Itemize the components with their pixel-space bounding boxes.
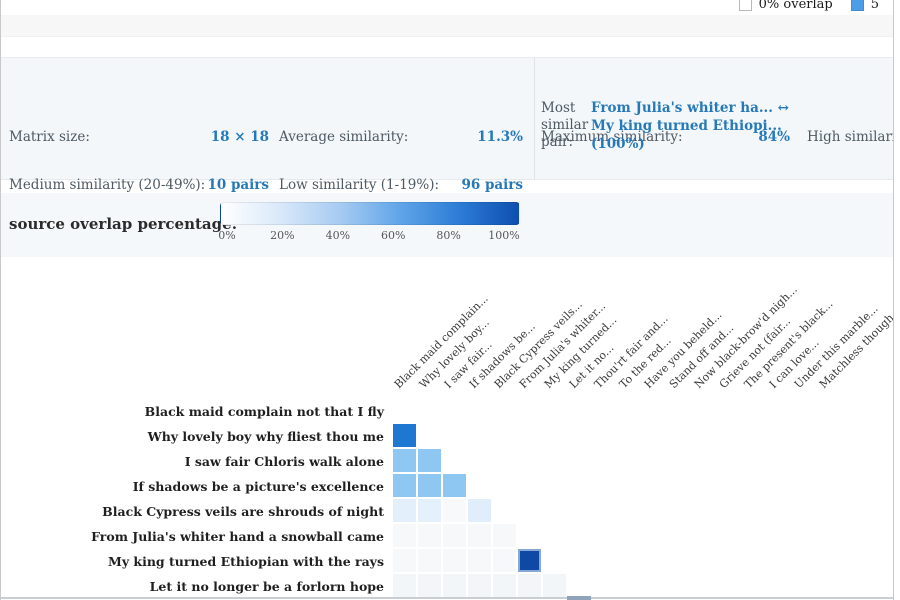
medium-similarity-label: Medium similarity (20-49%): [9, 177, 206, 193]
matrix-cell-r1-c0[interactable] [393, 424, 416, 447]
legend-swatch-icon [850, 0, 864, 11]
top-legend-item-1[interactable]: 5 [850, 0, 879, 12]
color-scale-gradient [220, 202, 520, 225]
matrix-cell-r7-c1[interactable] [418, 574, 441, 597]
matrix-cell-r4-c1[interactable] [418, 499, 441, 522]
color-scale-tick: 40% [325, 229, 351, 242]
matrix-cell-r6-c4[interactable] [493, 549, 516, 572]
color-scale-tick: 80% [436, 229, 461, 242]
most-similar-pair-label: Most similar pair: [541, 100, 589, 150]
color-scale-tick: 0% [218, 229, 236, 242]
matrix-cell-r3-c0[interactable] [393, 474, 416, 497]
matrix-row-label: If shadows be a picture's excellence [132, 479, 384, 494]
matrix-cell-r7-c0[interactable] [393, 574, 416, 597]
pair-percentage: (100%) [591, 136, 645, 152]
avg-similarity-value: 11.3% [477, 129, 523, 145]
high-similarity-label: High similarity [807, 129, 893, 145]
similarity-matrix: Black maid complain... Why lovely boy... I… [1, 257, 893, 600]
matrix-cell-most-similar[interactable] [518, 549, 541, 572]
matrix-row-label: Black Cypress veils are shrouds of night [102, 504, 384, 519]
matrix-cell-r3-c1[interactable] [418, 474, 441, 497]
matrix-cell-r2-c0[interactable] [393, 449, 416, 472]
matrix-cell-r6-c2[interactable] [443, 549, 466, 572]
matrix-row-label: I saw fair Chloris walk alone [184, 454, 384, 469]
low-similarity-label: Low similarity (1-19%): [279, 177, 440, 193]
matrix-cell-r4-c3[interactable] [468, 499, 491, 522]
color-scale-title: source overlap percentage: [9, 215, 238, 233]
max-similarity-label: Maximum similarity: [541, 129, 683, 145]
matrix-cell-r5-c1[interactable] [418, 524, 441, 547]
matrix-row-label: My king turned Ethiopian with the rays [107, 554, 384, 569]
pair-second-poem[interactable]: My king turned Ethiopi... [591, 118, 782, 134]
color-scale-tick: 20% [270, 229, 295, 242]
stats-divider [534, 58, 535, 179]
matrix-cell-r7-c3[interactable] [468, 574, 491, 597]
legend-item-label: 5 [870, 0, 879, 12]
legend-swatch-icon [738, 0, 752, 11]
matrix-cell-r4-c2[interactable] [443, 499, 466, 522]
most-similar-pair-value[interactable]: From Julia's whiter ha... ↔ My king turn… [591, 99, 789, 153]
matrix-row-label: Black maid complain not that I fly [144, 404, 384, 419]
pair-first-poem[interactable]: From Julia's whiter ha... ↔ [591, 100, 789, 116]
matrix-cell-r6-c3[interactable] [468, 549, 491, 572]
matrix-row-label: Why lovely boy why fliest thou me [147, 429, 384, 444]
matrix-size-label: Matrix size: [9, 129, 90, 145]
top-legend: 0% overlap 5 [738, 0, 879, 14]
matrix-cell-r5-c3[interactable] [468, 524, 491, 547]
matrix-cell-r7-c4[interactable] [493, 574, 516, 597]
matrix-cell-r5-c4[interactable] [493, 524, 516, 547]
medium-similarity-value: 10 pairs [207, 177, 269, 193]
toolbar-strip [1, 15, 893, 37]
max-similarity-value: 84% [758, 129, 790, 145]
matrix-cell-r7-c6[interactable] [543, 574, 566, 597]
avg-similarity-label: Average similarity: [279, 129, 409, 145]
matrix-size-value: 18 × 18 [210, 129, 269, 145]
color-scale-tick: 100% [488, 229, 520, 242]
matrix-row-label: From Julia's whiter hand a snowball came [91, 529, 384, 544]
color-scale-tick: 60% [380, 229, 406, 242]
matrix-cell-r5-c2[interactable] [443, 524, 466, 547]
partial-cell-edge [567, 596, 591, 600]
matrix-row-label: Let it no longer be a forlorn hope [149, 579, 384, 594]
matrix-cell-r5-c0[interactable] [393, 524, 416, 547]
matrix-cell-r4-c0[interactable] [393, 499, 416, 522]
matrix-cell-r6-c0[interactable] [393, 549, 416, 572]
legend-item-label: 0% overlap [758, 0, 833, 12]
matrix-cell-r2-c1[interactable] [418, 449, 441, 472]
top-legend-bar: 0% overlap 5 [1, 0, 893, 16]
matrix-cell-r7-c2[interactable] [443, 574, 466, 597]
stats-panel: Matrix size: 18 × 18 Average similarity:… [1, 57, 893, 193]
color-scale-panel: source overlap percentage: 0% 20% 40% 60% 80… [1, 193, 893, 257]
matrix-cell-r6-c1[interactable] [418, 549, 441, 572]
low-similarity-value: 96 pairs [461, 177, 523, 193]
matrix-cell-r3-c2[interactable] [443, 474, 466, 497]
top-legend-item-0[interactable]: 0% overlap [738, 0, 833, 12]
bottom-divider [1, 597, 893, 599]
matrix-cell-r7-c5[interactable] [518, 574, 541, 597]
